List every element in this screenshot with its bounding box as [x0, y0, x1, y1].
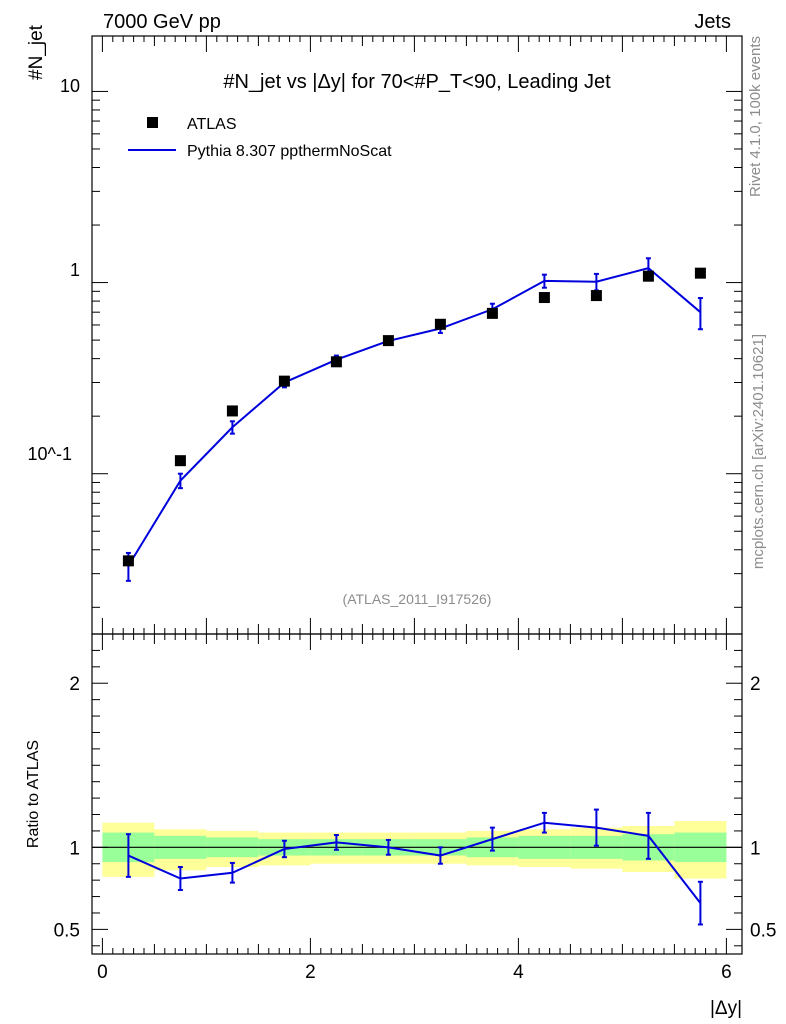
atlas-point	[174, 455, 186, 467]
ytick-label-10: 10	[60, 76, 80, 96]
atlas-point	[642, 270, 654, 282]
atlas-point	[538, 292, 550, 304]
atlas-point	[694, 267, 706, 279]
atlas-series	[122, 267, 706, 567]
xtick-label: 6	[721, 962, 732, 983]
ytick-label-1: 1	[70, 260, 80, 280]
ratio-line	[127, 821, 702, 904]
ratio-series	[125, 808, 703, 926]
main-panel: #N_jet vs |Δy| for 70<#P_T<90, Leading J…	[26, 24, 743, 635]
ratio-ytick-label-right: 0.5	[750, 920, 776, 941]
atlas-point	[382, 335, 394, 347]
legend-atlas-label: ATLAS	[187, 116, 237, 133]
atlas-point	[590, 290, 602, 302]
ratio-ytick-label: 2	[69, 674, 80, 695]
analysis-label: (ATLAS_2011_I917526)	[343, 591, 492, 607]
xtick-label: 2	[305, 962, 316, 983]
mcplots-label: mcplots.cern.ch [arXiv:2401.10621]	[750, 334, 767, 569]
chart-title: #N_jet vs |Δy| for 70<#P_T<90, Leading J…	[223, 71, 611, 93]
atlas-point	[226, 405, 238, 417]
ratio-frame	[91, 633, 743, 955]
mc-line	[127, 267, 702, 567]
ytick-label-0.1: 10^-1	[28, 444, 72, 464]
legend-atlas-marker	[147, 117, 158, 128]
atlas-point	[278, 375, 290, 387]
ratio-panel: 0.5 0.5 1 1 2 2 0 2 4 6 Ratio to ATLAS |Δy|	[25, 633, 776, 1019]
ratio-ytick-label: 1	[69, 838, 80, 859]
main-ylabel: #N_jet	[26, 24, 47, 80]
xtick-label: 4	[513, 962, 524, 983]
ratio-ytick-label: 0.5	[54, 920, 80, 941]
ratio-ylabel: Ratio to ATLAS	[25, 740, 42, 848]
category-label: Jets	[694, 11, 731, 33]
mc-series	[125, 257, 703, 582]
ratio-xlabel: |Δy|	[710, 998, 742, 1019]
ratio-ytick-label-right: 1	[750, 838, 761, 859]
atlas-point	[434, 318, 446, 330]
atlas-point	[330, 356, 342, 368]
energy-label: 7000 GeV pp	[103, 11, 221, 33]
main-ticks	[92, 36, 742, 634]
atlas-point	[486, 307, 498, 319]
xtick-label: 0	[97, 962, 108, 983]
ratio-ytick-label-right: 2	[750, 674, 761, 695]
ratio-ticks: 0.5 0.5 1 1 2 2 0 2 4 6	[54, 633, 776, 983]
atlas-point	[122, 555, 134, 567]
legend: ATLAS Pythia 8.307 ppthermNoScat	[128, 116, 392, 160]
rivet-label: Rivet 4.1.0, 100k events	[747, 36, 764, 197]
uncertainty-bands	[102, 821, 727, 879]
legend-mc-label: Pythia 8.307 ppthermNoScat	[187, 143, 392, 160]
